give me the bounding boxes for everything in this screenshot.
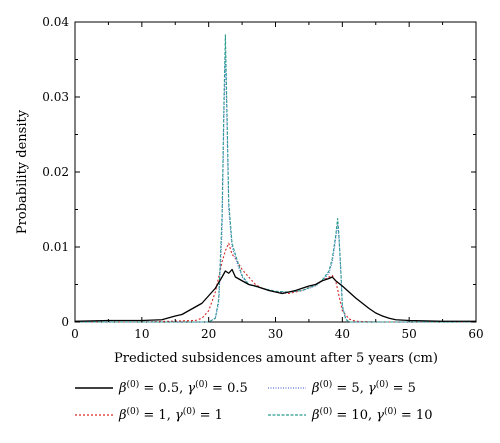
plot-area (74, 21, 477, 323)
legend-label-2: β(0) = 5, γ(0) = 5 (311, 379, 416, 396)
y-tick-label: 0.02 (42, 165, 69, 179)
y-axis: 0 0.01 0.02 0.03 0.04 (42, 15, 476, 329)
series-line-0 (74, 268, 476, 322)
y-tick-label: 0 (61, 315, 69, 329)
x-axis: 0 10 20 30 40 50 60 (71, 22, 484, 341)
plot-frame (74, 21, 477, 323)
x-tick-label: 20 (201, 327, 216, 341)
series-line-3 (75, 34, 476, 323)
x-tick-label: 50 (402, 327, 417, 341)
legend-label-1: β(0) = 1, γ(0) = 1 (118, 406, 223, 423)
series-line-1 (75, 242, 476, 323)
x-tick-label: 0 (71, 327, 79, 341)
y-tick-label: 0.04 (42, 15, 69, 29)
x-tick-label: 60 (468, 327, 483, 341)
y-tick-label: 0.03 (42, 90, 69, 104)
x-tick-label: 30 (268, 327, 283, 341)
x-tick-label: 10 (134, 327, 149, 341)
y-tick-label: 0.01 (42, 240, 69, 254)
legend-label-3: β(0) = 10, γ(0) = 10 (311, 406, 432, 423)
x-axis-label: Predicted subsidences amount after 5 yea… (114, 351, 438, 366)
series-line-2 (75, 51, 476, 323)
legend-label-0: β(0) = 0.5, γ(0) = 0.5 (118, 379, 248, 396)
x-tick-label: 40 (335, 327, 350, 341)
y-axis-label: Probability density (15, 109, 30, 234)
legend: β(0) = 0.5, γ(0) = 0.5 β(0) = 1, γ(0) = 1… (75, 379, 432, 423)
